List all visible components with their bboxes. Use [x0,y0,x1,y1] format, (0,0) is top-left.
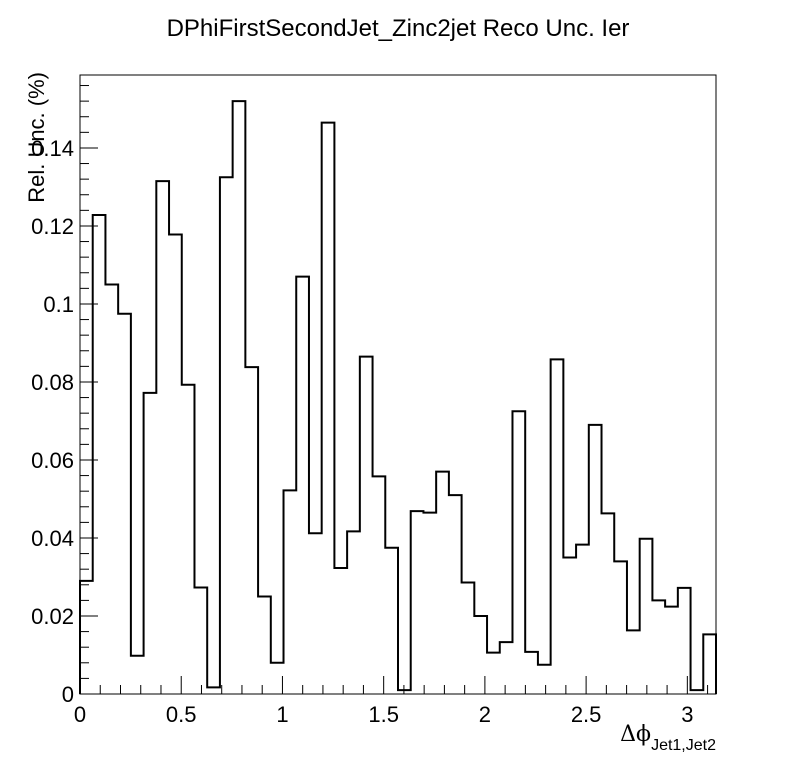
y-tick-label: 0.06 [31,448,74,473]
x-tick-label: 0.5 [166,702,197,727]
x-axis-label-main: Δϕ [620,722,651,747]
y-tick-label: 0.12 [31,214,74,239]
y-axis-label: Rel. Unc. (%) [24,72,49,203]
y-tick-label: 0.14 [31,136,74,161]
y-axis: 0 0.02 0.04 0.06 0.08 0.1 0.12 0.14 [31,85,98,707]
x-tick-label: 0 [74,702,86,727]
x-axis: 0 0.5 1 1.5 2 2.5 3 [74,676,709,727]
x-axis-label-sub: Jet1,Jet2 [651,737,716,754]
x-tick-label: 1.5 [368,702,399,727]
chart-title: DPhiFirstSecondJet_Zinc2jet Reco Unc. Ie… [167,15,630,42]
x-tick-label: 2.5 [571,702,602,727]
y-tick-label: 0.04 [31,526,74,551]
x-axis-label: ΔϕJet1,Jet2 [620,722,716,754]
y-tick-label: 0 [62,682,74,707]
x-tick-label: 3 [681,702,693,727]
y-tick-label: 0.08 [31,370,74,395]
histogram-line [79,100,717,694]
x-tick-label: 1 [276,702,288,727]
x-tick-label: 2 [479,702,491,727]
y-tick-label: 0.02 [31,604,74,629]
plot-frame [79,74,717,695]
y-tick-label: 0.1 [43,292,74,317]
